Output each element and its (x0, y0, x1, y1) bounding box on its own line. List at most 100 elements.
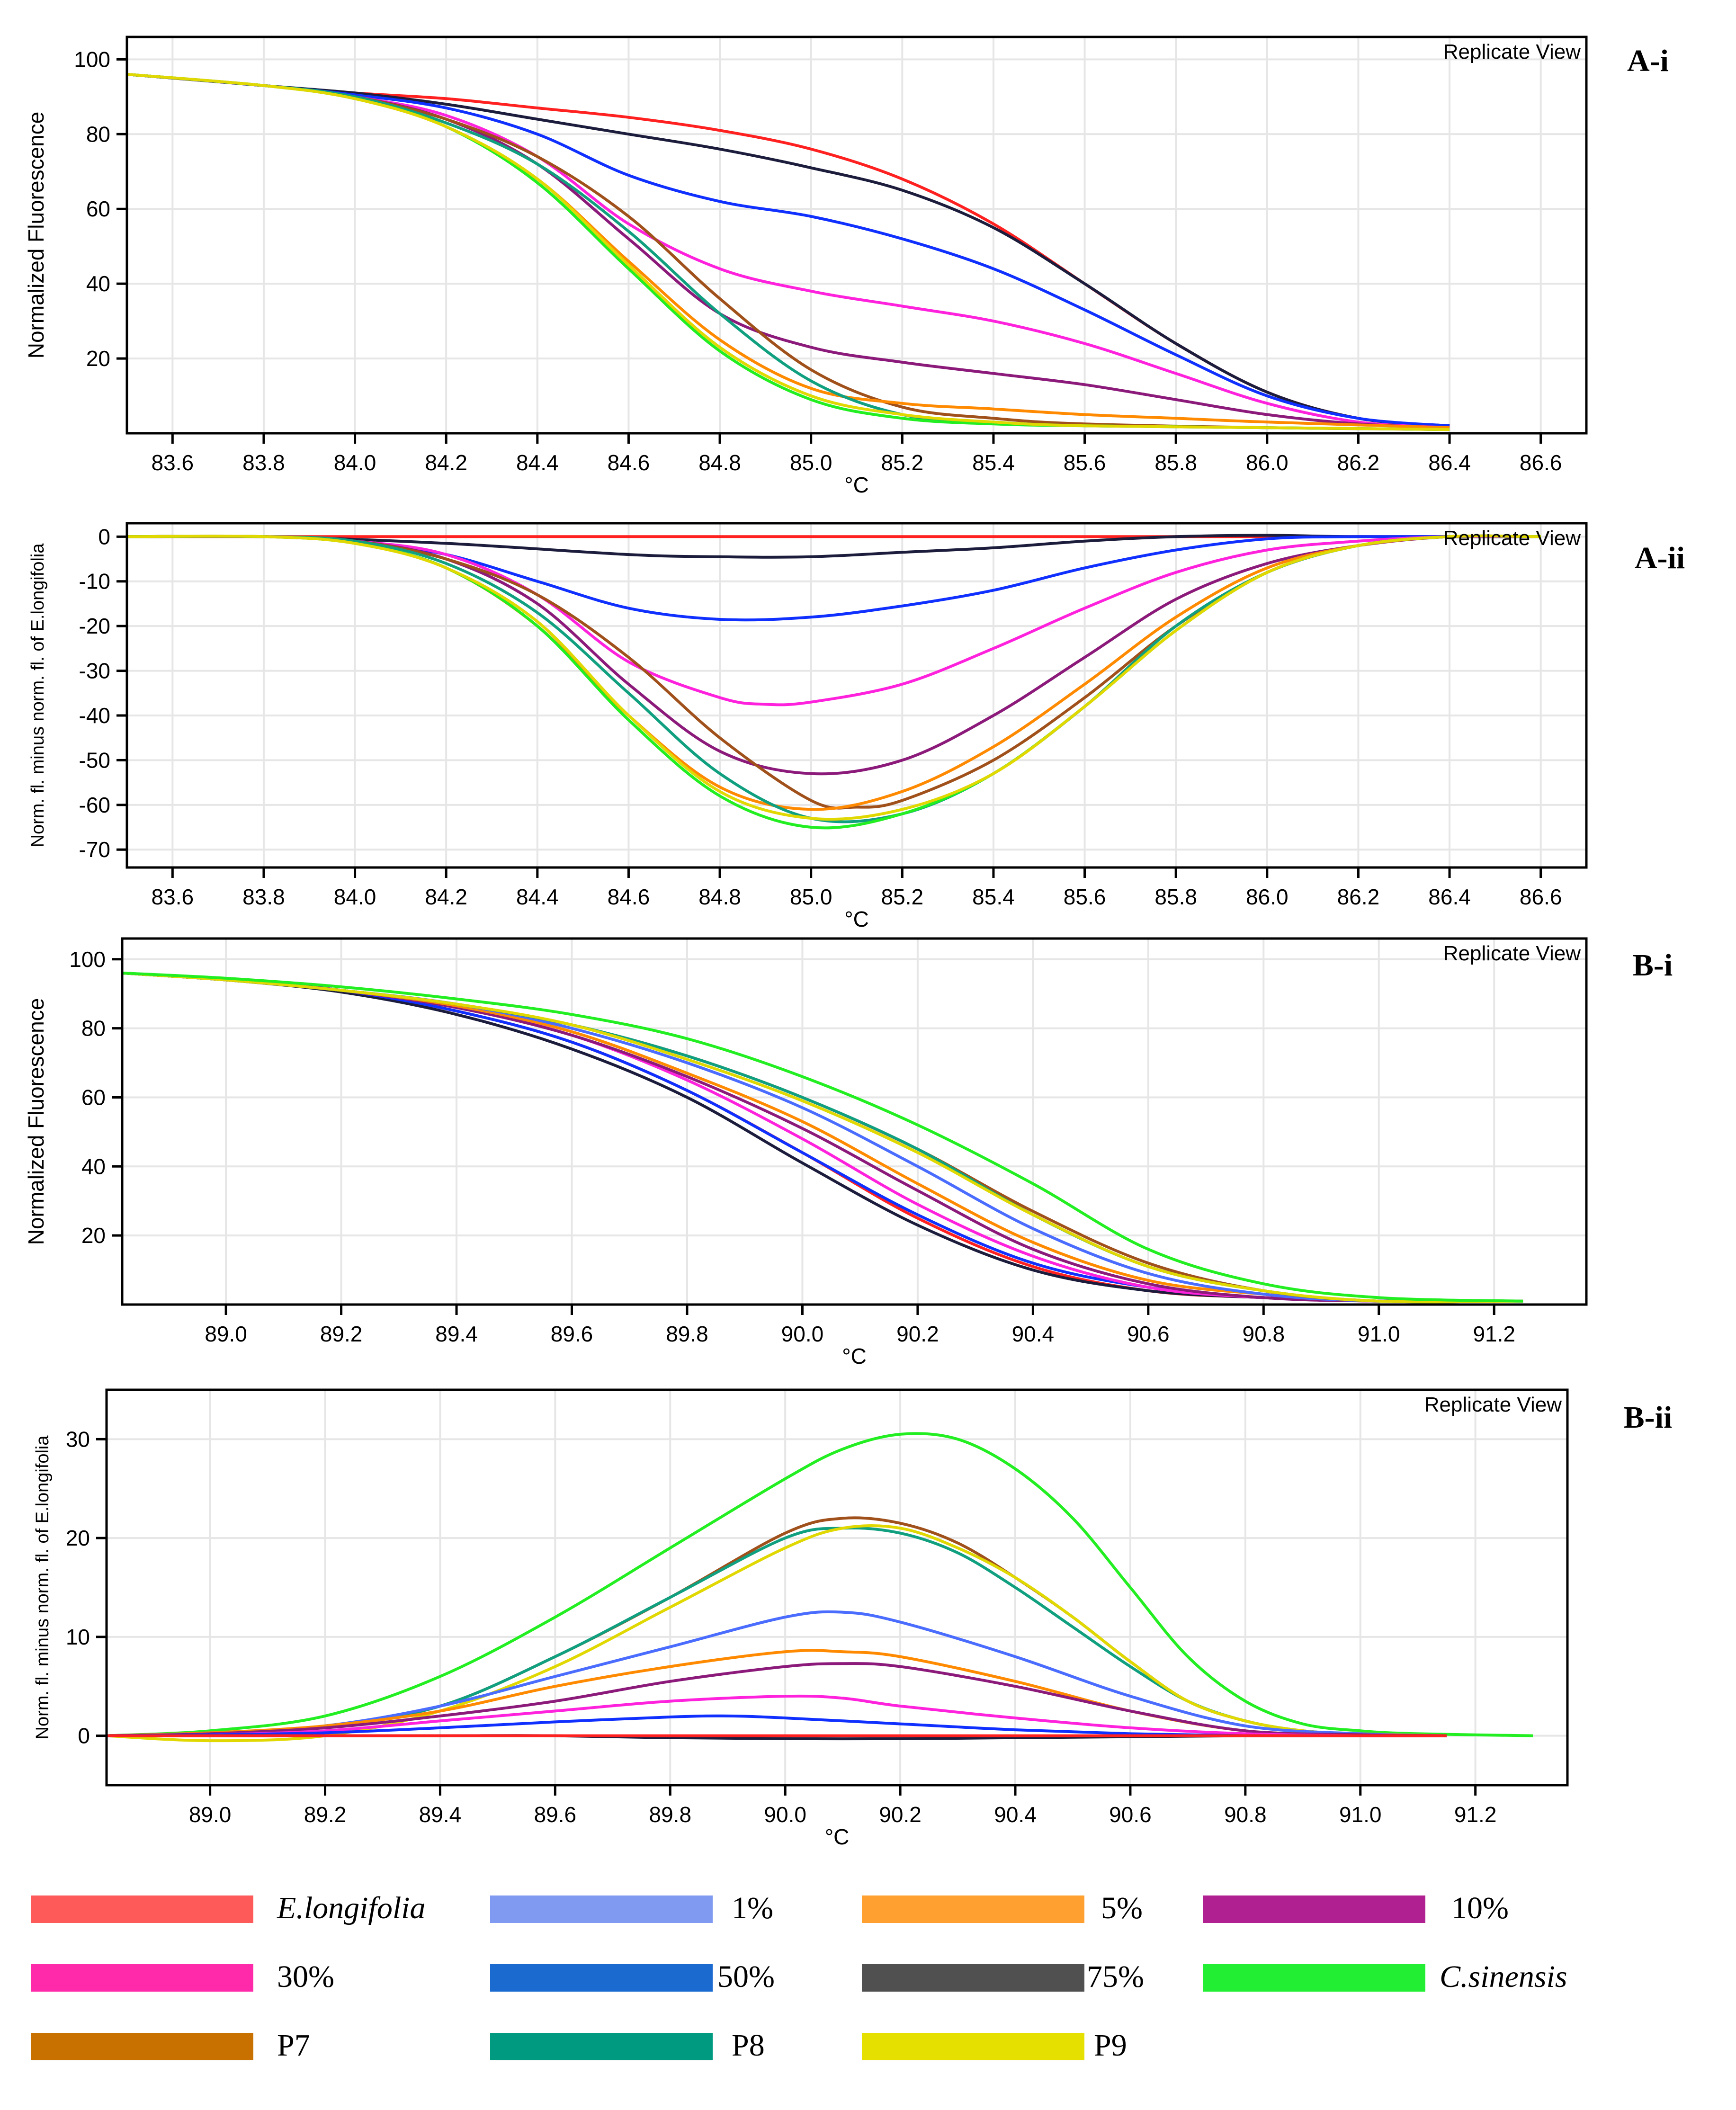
x-tick-label: 84.6 (608, 450, 650, 475)
series-group (127, 73, 1450, 431)
x-tick-label: 90.2 (879, 1802, 922, 1827)
x-tick-label: 84.0 (334, 450, 376, 475)
x-tick-label: 89.0 (205, 1322, 247, 1346)
chart-title: Replicate View (1443, 40, 1581, 63)
x-tick-label: 84.8 (698, 450, 741, 475)
x-tick-label: 84.2 (425, 450, 467, 475)
x-tick-label: 86.4 (1428, 885, 1471, 909)
series-group (122, 971, 1523, 1304)
x-tick-label: 85.8 (1154, 450, 1197, 475)
y-tick-label: 20 (81, 1223, 106, 1248)
x-axis-label: °C (842, 1344, 867, 1368)
y-axis-label: Norm. fl. minus norm. fl. of E.longifoli… (33, 1435, 53, 1740)
x-tick-label: 85.0 (790, 885, 832, 909)
series-line-P9 (127, 73, 1450, 431)
x-axis-label: °C (844, 907, 869, 931)
y-tick-label: 20 (66, 1526, 90, 1550)
y-tick-label: 80 (86, 122, 110, 146)
chart-title: Replicate View (1443, 942, 1581, 965)
x-tick-label: 86.6 (1520, 450, 1562, 475)
chart-panel-A-ii: 83.6 83.8 84.0 84.2 84.4 84.6 84.8 85.0 85.2 85.4… (28, 522, 1685, 931)
x-tick-label: 89.8 (649, 1802, 692, 1827)
x-tick-label: 89.4 (435, 1322, 478, 1346)
series-line-75% (127, 534, 1541, 559)
panel-label: A-ii (1635, 541, 1685, 575)
x-tick-label: 83.8 (242, 885, 285, 909)
y-tick-label: 80 (81, 1016, 106, 1041)
y-tick-label: 60 (86, 197, 110, 221)
y-tick-label: 40 (81, 1154, 106, 1179)
x-tick-label: 91.0 (1339, 1802, 1382, 1827)
plot-frame (105, 1388, 1569, 1787)
series-line-50% (127, 73, 1450, 428)
x-axis-label: °C (825, 1824, 850, 1849)
y-tick-label: 30 (66, 1427, 90, 1451)
chart-title: Replicate View (1424, 1393, 1562, 1416)
y-tick-label: -60 (79, 793, 110, 817)
y-tick-label: -50 (79, 748, 110, 772)
series-line-75% (127, 73, 1450, 428)
y-tick-label: 20 (86, 346, 110, 371)
x-tick-label: 85.2 (881, 885, 924, 909)
plot-frame (121, 937, 1588, 1306)
x-tick-label: 85.4 (972, 885, 1015, 909)
x-tick-label: 91.2 (1454, 1802, 1497, 1827)
y-tick-label: -30 (79, 659, 110, 683)
x-tick-label: 91.2 (1473, 1322, 1515, 1346)
x-tick-label: 85.0 (790, 450, 832, 475)
y-axis-label: Norm. fl. minus norm. fl. of E.longifoli… (28, 543, 48, 848)
chart-panel-A-i: 83.6 83.8 84.0 84.2 84.4 84.6 84.8 85.0 85.2 85.4… (24, 36, 1669, 497)
x-tick-label: 84.6 (608, 885, 650, 909)
x-tick-label: 86.0 (1246, 885, 1289, 909)
chart-title: Replicate View (1443, 527, 1581, 550)
y-tick-label: -10 (79, 569, 110, 594)
x-tick-label: 86.6 (1520, 885, 1562, 909)
x-tick-label: 86.2 (1337, 450, 1380, 475)
x-tick-label: 83.6 (152, 885, 194, 909)
series-group (107, 1432, 1533, 1743)
y-tick-label: 60 (81, 1085, 106, 1109)
x-tick-label: 90.8 (1224, 1802, 1267, 1827)
y-tick-label: 100 (74, 47, 110, 72)
x-tick-label: 84.2 (425, 885, 467, 909)
panel-label: A-i (1627, 44, 1669, 78)
series-line-P9 (127, 534, 1541, 821)
x-tick-label: 85.4 (972, 450, 1015, 475)
x-tick-label: 85.6 (1064, 450, 1106, 475)
y-tick-label: 0 (78, 1724, 90, 1748)
x-tick-label: 84.8 (698, 885, 741, 909)
x-tick-label: 83.8 (242, 450, 285, 475)
series-line-10% (107, 1662, 1447, 1737)
y-axis-label: Normalized Fluorescence (24, 112, 48, 359)
y-tick-label: 40 (86, 271, 110, 296)
panel-label: B-i (1633, 948, 1673, 983)
x-tick-label: 90.8 (1243, 1322, 1285, 1346)
x-tick-label: 85.8 (1154, 885, 1197, 909)
chart-panel-B-ii: 89.0 89.2 89.4 89.6 89.8 90.0 90.2 90.4 90.6 90.8… (33, 1388, 1673, 1849)
x-tick-label: 90.6 (1109, 1802, 1152, 1827)
plot-frame (125, 36, 1588, 435)
x-tick-label: 84.0 (334, 885, 376, 909)
x-tick-label: 90.0 (764, 1802, 806, 1827)
x-tick-label: 85.2 (881, 450, 924, 475)
x-tick-label: 86.4 (1428, 450, 1471, 475)
y-tick-label: -70 (79, 837, 110, 862)
y-tick-label: 10 (66, 1625, 90, 1649)
x-tick-label: 90.4 (1012, 1322, 1055, 1346)
series-line-C.sinensis (122, 971, 1523, 1303)
x-tick-label: 89.4 (419, 1802, 462, 1827)
series-group (127, 534, 1541, 830)
x-tick-label: 90.2 (896, 1322, 939, 1346)
y-tick-label: -40 (79, 703, 110, 728)
series-line-P9 (122, 971, 1523, 1304)
x-tick-label: 86.2 (1337, 885, 1380, 909)
y-axis-label: Normalized Fluorescence (24, 998, 48, 1245)
series-line-C.sinensis (107, 1432, 1533, 1737)
x-tick-label: 90.0 (781, 1322, 824, 1346)
x-tick-label: 89.8 (666, 1322, 708, 1346)
x-tick-label: 90.4 (994, 1802, 1037, 1827)
x-tick-label: 85.6 (1064, 885, 1106, 909)
x-tick-label: 89.2 (304, 1802, 347, 1827)
x-tick-label: 89.2 (320, 1322, 363, 1346)
panel-label: B-ii (1624, 1400, 1673, 1435)
